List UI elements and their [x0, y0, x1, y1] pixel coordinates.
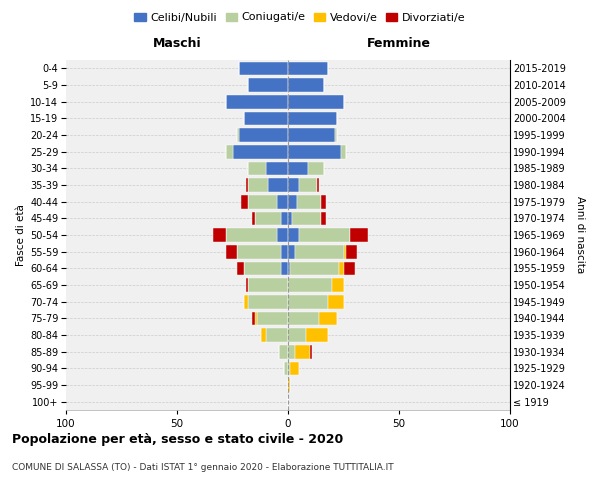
Bar — [343, 245, 346, 258]
Bar — [335, 128, 337, 142]
Bar — [288, 178, 299, 192]
Bar — [288, 378, 290, 392]
Bar — [288, 312, 319, 325]
Bar — [277, 195, 288, 208]
Bar — [237, 245, 281, 258]
Bar — [290, 362, 299, 375]
Bar — [239, 62, 288, 75]
Bar — [319, 312, 337, 325]
Bar — [266, 162, 288, 175]
Bar — [268, 178, 288, 192]
Text: Popolazione per età, sesso e stato civile - 2020: Popolazione per età, sesso e stato civil… — [12, 432, 343, 446]
Bar — [288, 128, 335, 142]
Y-axis label: Anni di nascita: Anni di nascita — [575, 196, 585, 274]
Bar — [288, 328, 306, 342]
Bar — [281, 262, 288, 275]
Bar — [244, 112, 288, 125]
Bar — [290, 262, 339, 275]
Bar — [226, 228, 277, 242]
Bar — [346, 245, 357, 258]
Bar — [288, 162, 308, 175]
Bar — [284, 362, 288, 375]
Bar — [288, 245, 295, 258]
Bar — [322, 195, 326, 208]
Bar — [328, 295, 343, 308]
Bar — [248, 278, 288, 292]
Bar — [233, 145, 288, 158]
Bar — [279, 345, 288, 358]
Bar — [239, 128, 288, 142]
Bar — [262, 328, 266, 342]
Bar — [257, 312, 288, 325]
Bar — [288, 78, 323, 92]
Bar — [288, 212, 292, 225]
Bar — [288, 145, 341, 158]
Bar — [248, 162, 266, 175]
Bar — [248, 195, 277, 208]
Bar — [306, 328, 328, 342]
Bar — [248, 295, 288, 308]
Bar — [226, 95, 288, 108]
Bar — [339, 262, 343, 275]
Bar — [317, 178, 319, 192]
Bar — [226, 145, 233, 158]
Bar — [288, 295, 328, 308]
Bar — [254, 212, 281, 225]
Bar — [253, 312, 254, 325]
Bar — [253, 212, 254, 225]
Bar — [248, 178, 268, 192]
Bar — [248, 78, 288, 92]
Bar — [297, 195, 322, 208]
Bar — [350, 228, 368, 242]
Bar — [241, 195, 248, 208]
Bar — [288, 62, 328, 75]
Bar — [310, 345, 313, 358]
Bar — [255, 312, 257, 325]
Bar — [322, 212, 326, 225]
Bar — [288, 362, 290, 375]
Bar — [281, 245, 288, 258]
Bar — [246, 278, 248, 292]
Bar — [212, 228, 226, 242]
Bar — [292, 212, 322, 225]
Bar — [299, 228, 350, 242]
Bar — [299, 178, 317, 192]
Bar — [277, 228, 288, 242]
Bar — [343, 262, 355, 275]
Text: Maschi: Maschi — [152, 37, 202, 50]
Bar — [288, 278, 332, 292]
Bar — [295, 245, 343, 258]
Text: Femmine: Femmine — [367, 37, 431, 50]
Bar — [288, 228, 299, 242]
Bar — [288, 95, 343, 108]
Bar — [237, 128, 239, 142]
Bar — [288, 262, 290, 275]
Y-axis label: Fasce di età: Fasce di età — [16, 204, 26, 266]
Bar — [237, 262, 244, 275]
Legend: Celibi/Nubili, Coniugati/e, Vedovi/e, Divorziati/e: Celibi/Nubili, Coniugati/e, Vedovi/e, Di… — [130, 8, 470, 27]
Bar — [308, 162, 323, 175]
Bar — [288, 345, 295, 358]
Bar — [226, 245, 237, 258]
Bar — [244, 262, 281, 275]
Bar — [266, 328, 288, 342]
Bar — [295, 345, 310, 358]
Bar — [332, 278, 343, 292]
Text: COMUNE DI SALASSA (TO) - Dati ISTAT 1° gennaio 2020 - Elaborazione TUTTITALIA.IT: COMUNE DI SALASSA (TO) - Dati ISTAT 1° g… — [12, 462, 394, 471]
Bar — [288, 195, 297, 208]
Bar — [281, 212, 288, 225]
Bar — [244, 295, 248, 308]
Bar — [288, 112, 337, 125]
Bar — [341, 145, 346, 158]
Bar — [246, 178, 248, 192]
